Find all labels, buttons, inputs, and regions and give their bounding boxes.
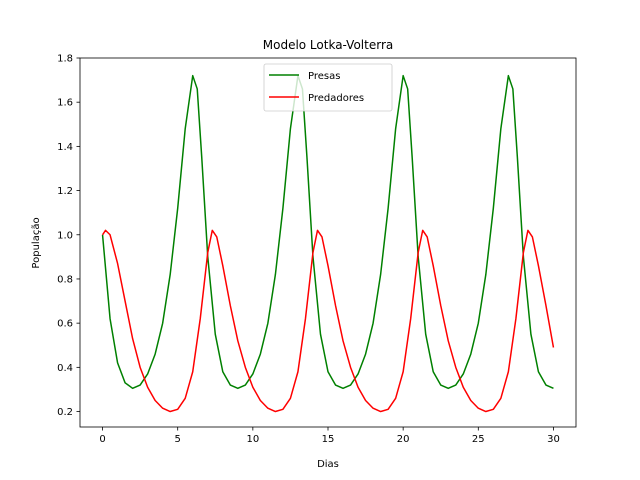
y-tick-label: 1.4 xyxy=(57,142,73,153)
y-tick-label: 0.8 xyxy=(57,274,73,285)
y-tick-label: 1.2 xyxy=(57,186,73,197)
y-axis-label: População xyxy=(31,217,42,268)
series-line-presas xyxy=(101,74,554,390)
y-axis: 0.2 0.4 0.6 0.8 1.0 1.2 1.4 1.6 1.8 xyxy=(57,54,80,418)
x-axis-label: Dias xyxy=(317,459,339,470)
legend-label-presas: Presas xyxy=(308,71,340,82)
x-tick-label: 25 xyxy=(472,434,485,445)
x-tick-label: 20 xyxy=(397,434,410,445)
series-line-predadores xyxy=(101,229,555,413)
y-tick-label: 1.0 xyxy=(57,230,73,241)
y-tick-label: 0.6 xyxy=(57,319,73,330)
x-tick-label: 30 xyxy=(547,434,560,445)
y-tick-label: 0.2 xyxy=(57,407,73,418)
x-tick-label: 10 xyxy=(246,434,259,445)
chart-title: Modelo Lotka-Volterra xyxy=(263,38,393,52)
x-tick-label: 15 xyxy=(322,434,335,445)
x-tick-label: 0 xyxy=(99,434,105,445)
y-tick-label: 1.8 xyxy=(57,54,73,65)
x-axis: 0 5 10 15 20 25 30 xyxy=(99,427,560,445)
legend: Presas Predadores xyxy=(263,63,393,112)
y-tick-label: 1.6 xyxy=(57,98,73,109)
legend-label-predadores: Predadores xyxy=(308,93,364,104)
plot-area xyxy=(101,74,555,413)
x-tick-label: 5 xyxy=(175,434,181,445)
y-tick-label: 0.4 xyxy=(57,363,73,374)
